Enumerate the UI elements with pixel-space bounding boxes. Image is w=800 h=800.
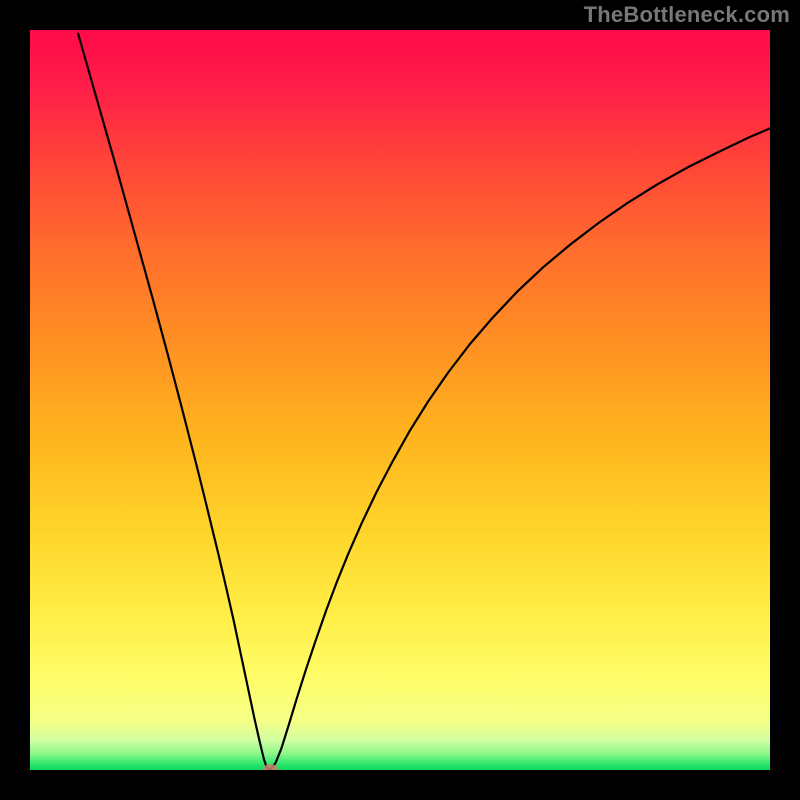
bottleneck-curve xyxy=(30,30,770,770)
plot-area xyxy=(30,30,770,770)
plot-frame xyxy=(0,0,30,800)
plot-frame xyxy=(770,0,800,800)
watermark-label: TheBottleneck.com xyxy=(584,2,790,28)
plot-frame xyxy=(0,770,800,800)
